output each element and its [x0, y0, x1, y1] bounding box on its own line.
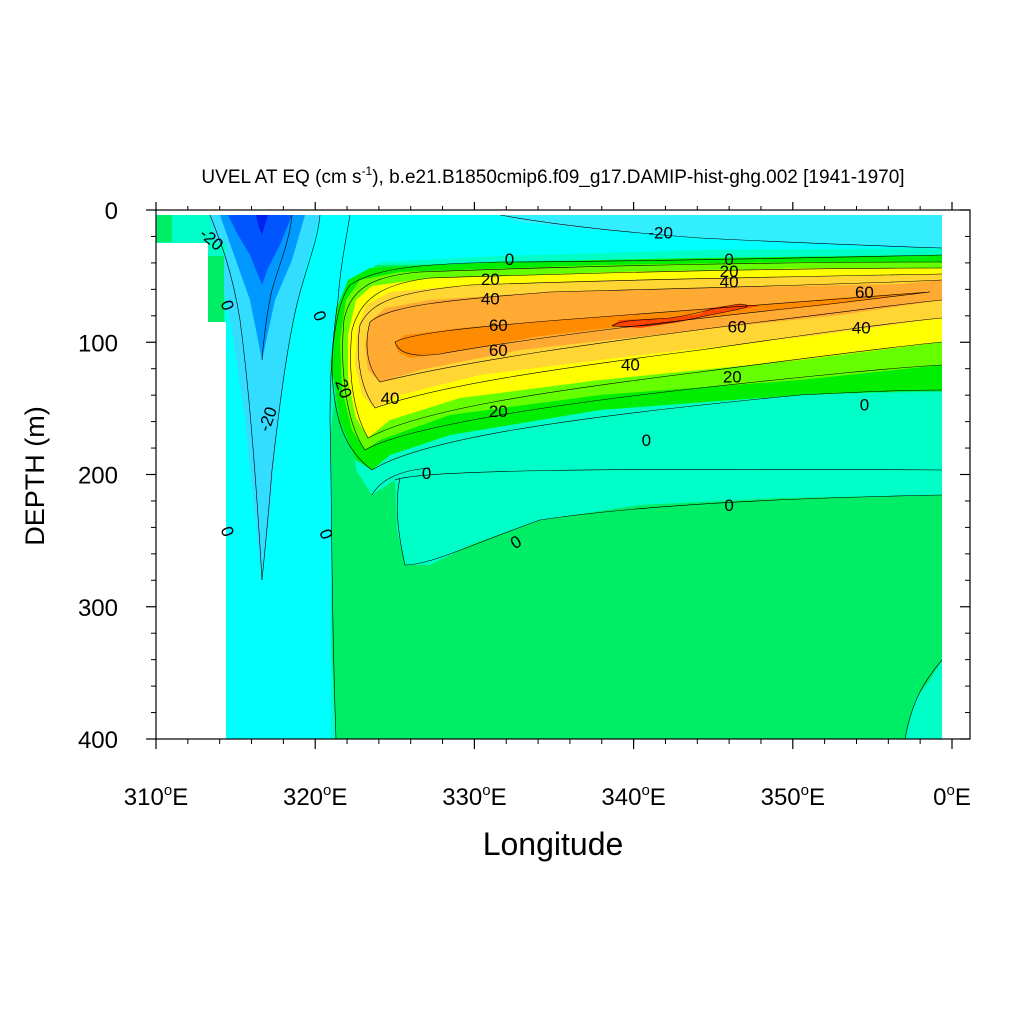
- contour-label: 40: [852, 319, 871, 338]
- contour-label: 60: [489, 341, 508, 360]
- chart-title: UVEL AT EQ (cm s-1), b.e21.B1850cmip6.f0…: [201, 164, 904, 188]
- contour-label: 40: [481, 290, 500, 309]
- contour-label: 0: [422, 464, 431, 483]
- y-tick-label: 400: [78, 727, 118, 754]
- contour-label: 20: [481, 270, 500, 289]
- contour-label: -20: [648, 223, 673, 242]
- contour-label: 40: [621, 356, 640, 375]
- y-axis-label: DEPTH (m): [20, 406, 50, 545]
- contour-label: 20: [720, 262, 739, 281]
- band-surface-light: [500, 215, 942, 248]
- core-west-4: [256, 215, 268, 235]
- x-axis-label: Longitude: [483, 826, 624, 862]
- contour-label: 0: [642, 431, 651, 450]
- x-tick-label: 320oE: [283, 782, 347, 811]
- x-tick-label: 330oE: [442, 782, 506, 811]
- contour-label: 40: [720, 272, 739, 291]
- band-mid-zero: [395, 470, 942, 565]
- contour-label: 60: [489, 316, 508, 335]
- green-patch-1: [157, 215, 172, 242]
- x-tick-label: 350oE: [761, 782, 825, 811]
- contour-label: 60: [728, 317, 747, 336]
- x-tick-label: 340oE: [601, 782, 665, 811]
- plot-area: [155, 209, 971, 740]
- y-tick-label: 200: [78, 463, 118, 490]
- contour-label: 0: [860, 395, 869, 414]
- contour-label: 40: [381, 389, 400, 408]
- green-patch-2: [208, 256, 224, 322]
- contour-label: 0: [724, 250, 733, 269]
- y-tick-label: 0: [105, 198, 118, 225]
- contour-label: 0: [724, 496, 733, 515]
- contour-label: 20: [489, 402, 508, 421]
- core-west-3: [228, 215, 292, 285]
- y-tick-label: 300: [78, 595, 118, 622]
- core-west-2: [220, 215, 305, 360]
- x-axis: 310oE 320oE 330oE 340oE 350oE 0oE: [124, 202, 971, 811]
- band-euc-60: [612, 304, 760, 328]
- contour-label: 20: [723, 368, 742, 387]
- contour-label: 0: [505, 250, 514, 269]
- contour-label: 60: [855, 283, 874, 302]
- land-mask: [156, 243, 226, 739]
- y-tick-label: 100: [78, 330, 118, 357]
- contour-lines: [209, 215, 942, 739]
- x-tick-label: 0oE: [933, 782, 971, 811]
- x-tick-label: 310oE: [124, 782, 188, 811]
